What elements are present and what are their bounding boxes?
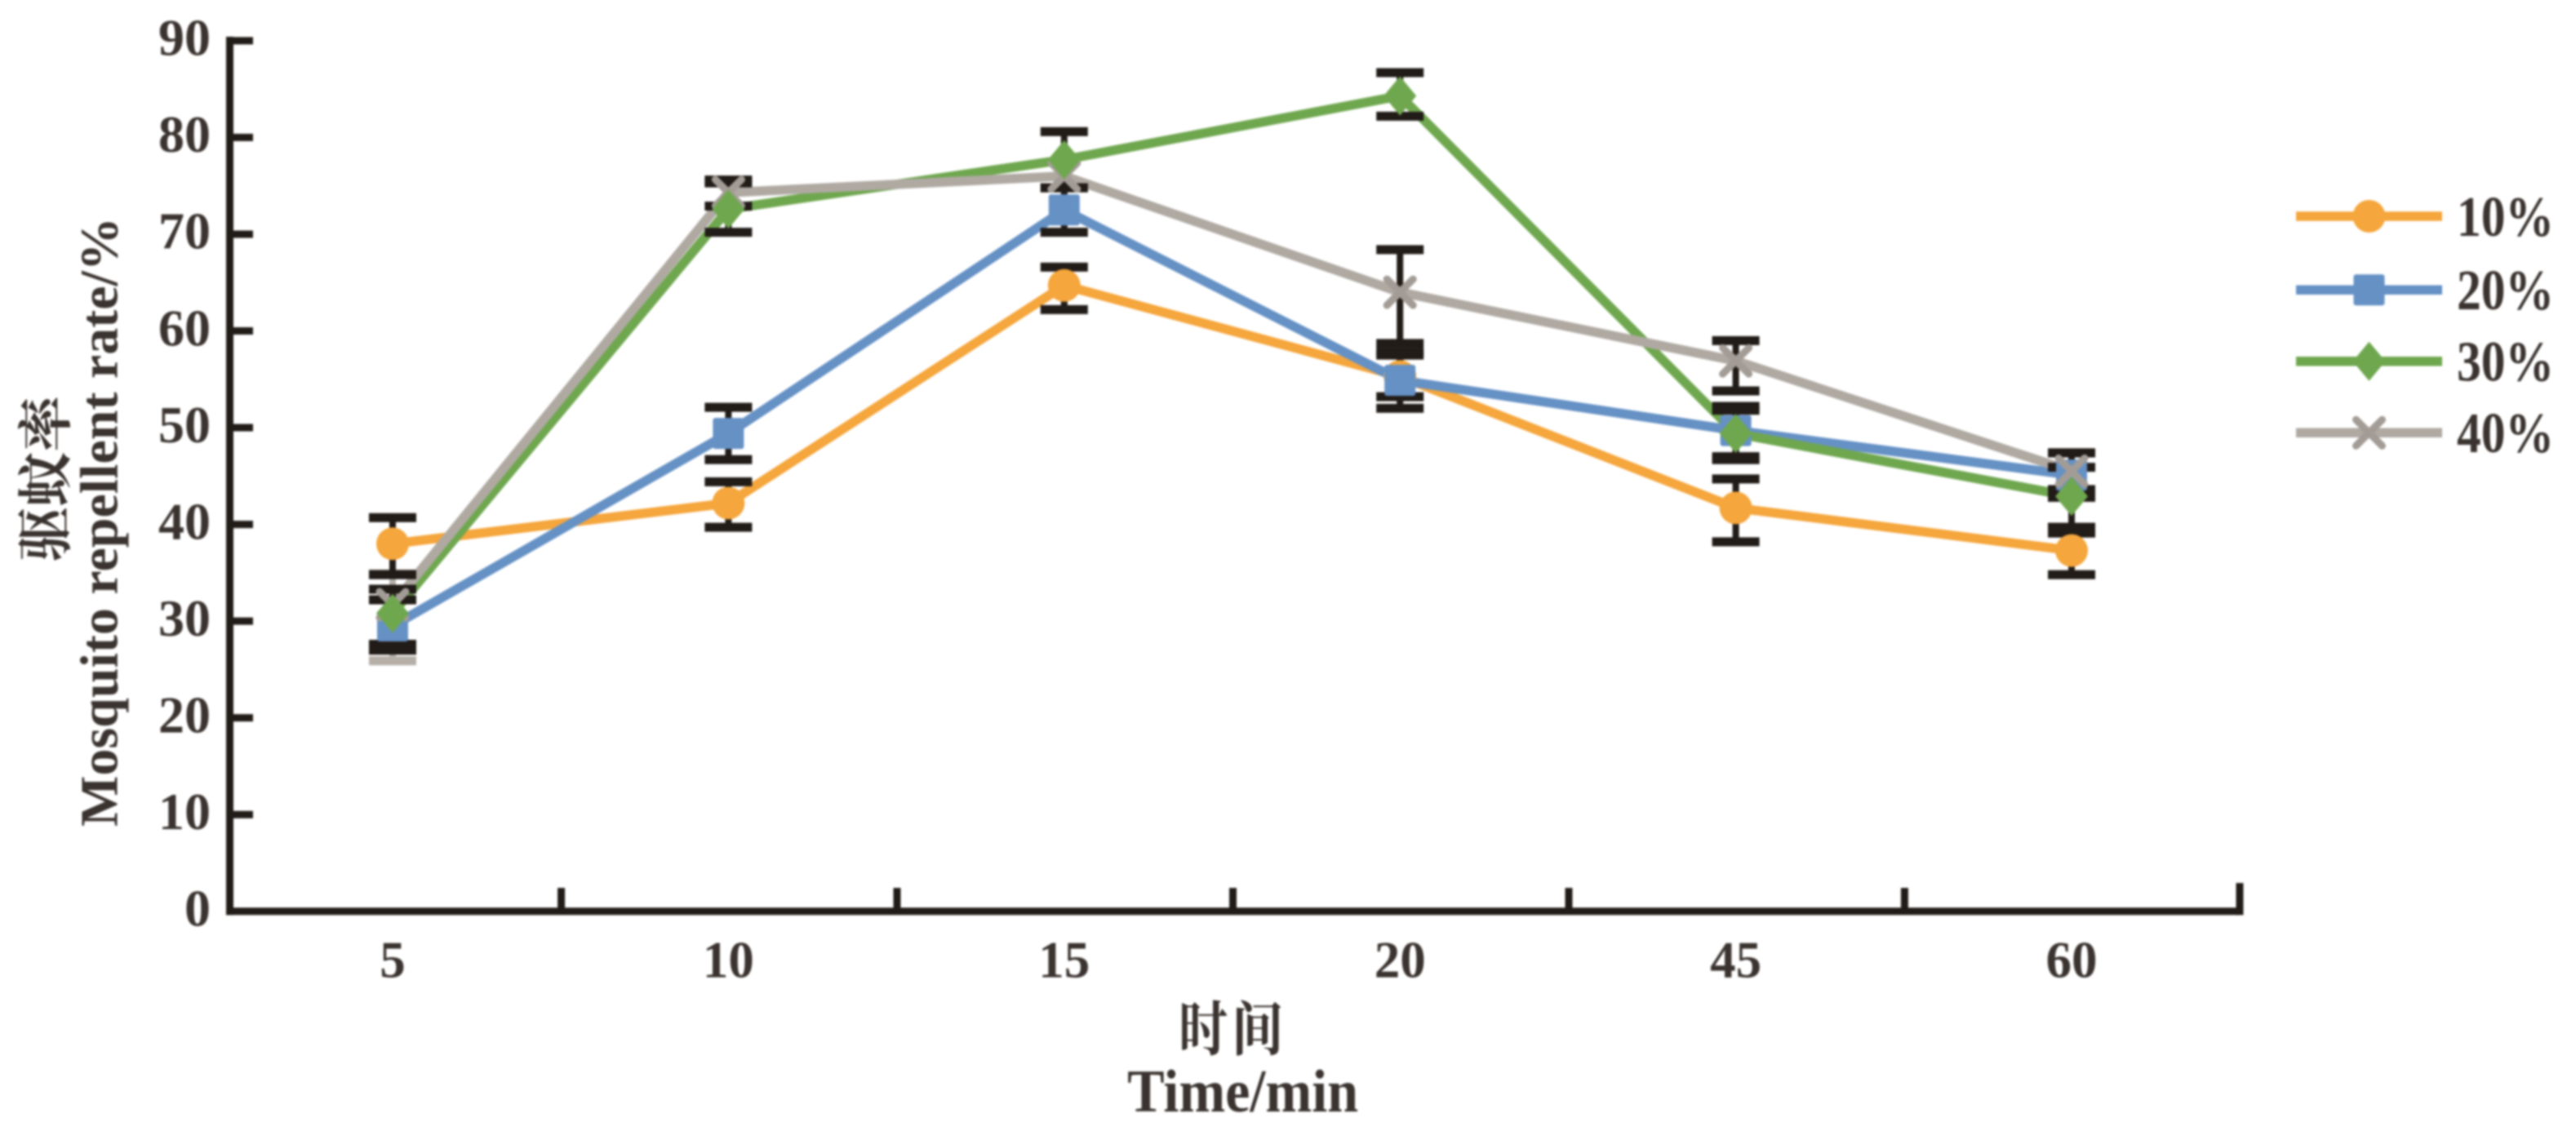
svg-text:15: 15 (1038, 932, 1090, 989)
svg-text:50: 50 (158, 396, 211, 454)
svg-text:60: 60 (158, 299, 211, 357)
svg-text:30: 30 (158, 589, 211, 647)
svg-text:20%: 20% (2457, 260, 2554, 322)
svg-text:10%: 10% (2457, 186, 2554, 249)
svg-text:90: 90 (158, 9, 211, 67)
svg-text:60: 60 (2046, 932, 2098, 989)
svg-text:0: 0 (184, 880, 211, 938)
svg-text:80: 80 (158, 105, 211, 163)
svg-text:30%: 30% (2457, 331, 2554, 394)
svg-text:20: 20 (158, 686, 211, 743)
svg-text:40%: 40% (2457, 402, 2554, 465)
svg-text:5: 5 (380, 932, 406, 989)
svg-text:10: 10 (158, 783, 211, 841)
svg-text:20: 20 (1375, 932, 1426, 989)
svg-text:Mosquito repellent rate/%: Mosquito repellent rate/% (70, 217, 130, 827)
svg-text:40: 40 (158, 492, 211, 550)
svg-text:Time/min: Time/min (1127, 1058, 1358, 1125)
svg-text:70: 70 (158, 202, 211, 260)
svg-text:10: 10 (703, 932, 754, 989)
svg-text:45: 45 (1710, 932, 1761, 989)
